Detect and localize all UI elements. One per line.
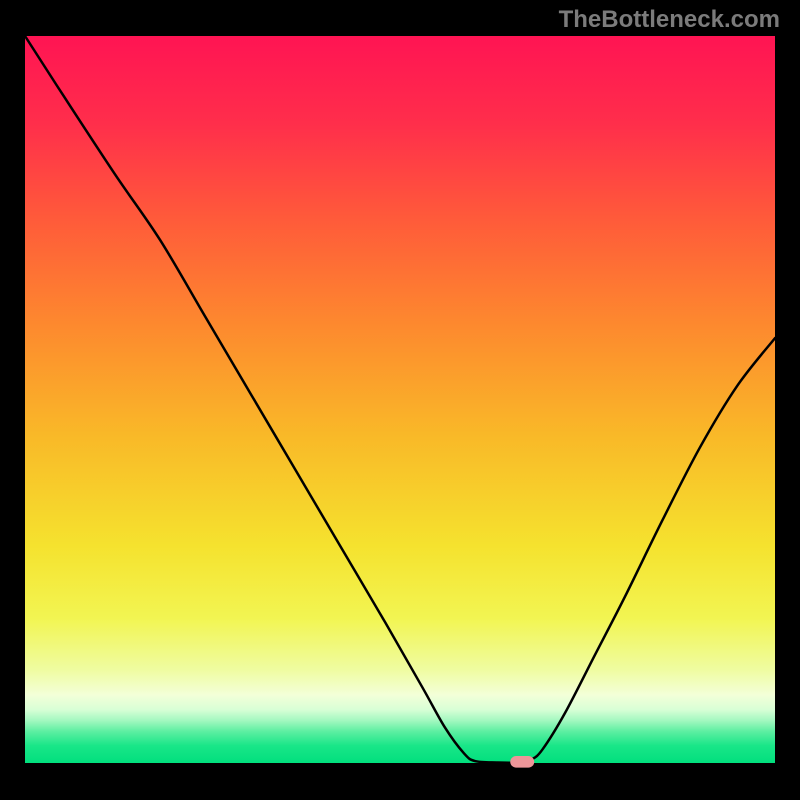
- bottleneck-chart: [0, 0, 800, 800]
- chart-frame: TheBottleneck.com: [0, 0, 800, 800]
- watermark-text: TheBottleneck.com: [559, 6, 780, 34]
- plot-background: [25, 36, 775, 764]
- optimum-marker: [510, 756, 534, 768]
